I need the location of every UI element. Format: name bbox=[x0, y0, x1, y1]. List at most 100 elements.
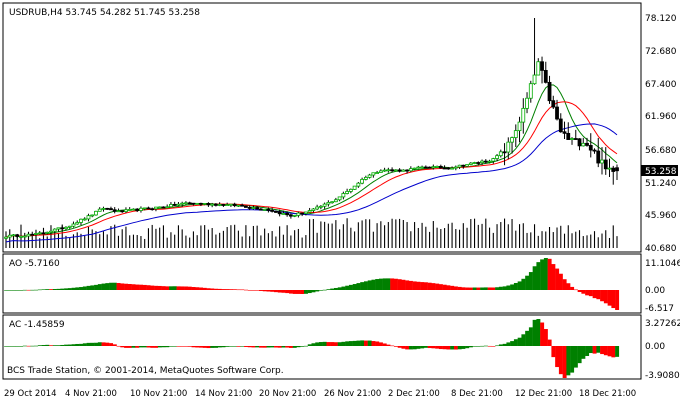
candle-body bbox=[536, 61, 541, 76]
ao-bar bbox=[453, 286, 458, 290]
ac-panel[interactable]: AC -1.45859 3.27262 0.00 -3.90806 BCS Tr… bbox=[2, 314, 680, 381]
price-label: 56.680 bbox=[645, 146, 677, 156]
candle bbox=[532, 18, 537, 85]
ao-bar bbox=[431, 283, 436, 290]
candle-body bbox=[525, 97, 529, 109]
candle bbox=[64, 226, 68, 231]
candle-body bbox=[251, 207, 256, 209]
candle-body bbox=[26, 233, 31, 237]
ac-bar bbox=[184, 346, 189, 347]
ac-bar bbox=[71, 344, 76, 346]
candle bbox=[446, 166, 451, 170]
candle bbox=[135, 208, 140, 213]
ac-bar bbox=[60, 344, 65, 346]
candle bbox=[611, 165, 616, 185]
time-axis: 29 Oct 2014 4 Nov 21:00 10 Nov 21:00 14 … bbox=[4, 389, 636, 399]
ac-bar bbox=[86, 342, 91, 346]
ao-bar bbox=[109, 282, 114, 290]
ac-bar bbox=[300, 346, 305, 347]
ac-bar bbox=[438, 346, 443, 350]
ac-bar bbox=[22, 345, 27, 347]
candle bbox=[412, 167, 417, 171]
candle bbox=[19, 235, 23, 239]
ao-axis-label: 11.1046 bbox=[645, 259, 680, 269]
ao-bar bbox=[251, 290, 256, 291]
ac-bar bbox=[79, 343, 84, 346]
ao-bar bbox=[468, 287, 473, 290]
candle bbox=[577, 138, 582, 151]
volume-bars bbox=[5, 218, 618, 248]
ac-bar bbox=[431, 346, 436, 349]
candle bbox=[495, 154, 499, 162]
ao-bar bbox=[438, 284, 443, 290]
ma-slow-line bbox=[5, 123, 618, 243]
candle-body bbox=[184, 202, 188, 205]
price-label: 61.960 bbox=[645, 112, 677, 122]
candle bbox=[502, 143, 507, 166]
candle bbox=[386, 167, 391, 173]
time-label: 10 Nov 21:00 bbox=[130, 389, 187, 399]
ac-bar bbox=[506, 342, 511, 346]
candle-body bbox=[206, 203, 211, 206]
ac-bar bbox=[532, 319, 537, 346]
ao-bar bbox=[476, 287, 481, 290]
candle bbox=[273, 210, 278, 213]
ac-bar bbox=[502, 343, 507, 346]
candle bbox=[356, 181, 361, 188]
candle-body bbox=[270, 209, 275, 212]
candle bbox=[288, 213, 293, 219]
price-label: 51.240 bbox=[645, 179, 677, 189]
candle bbox=[49, 229, 53, 235]
candle bbox=[333, 197, 338, 203]
candle bbox=[315, 204, 320, 211]
candle-body bbox=[431, 166, 436, 169]
candle-body bbox=[240, 204, 245, 207]
ao-bar bbox=[22, 289, 27, 291]
ac-bar bbox=[7, 346, 12, 347]
candle bbox=[303, 211, 308, 216]
candle bbox=[285, 211, 290, 217]
ac-bar bbox=[135, 346, 140, 348]
candle bbox=[506, 137, 511, 160]
ao-bar bbox=[405, 280, 410, 290]
ac-bar bbox=[277, 346, 282, 348]
candle-body bbox=[397, 169, 402, 172]
candle-body bbox=[333, 199, 338, 203]
candle bbox=[187, 201, 192, 205]
ac-bar bbox=[360, 340, 365, 346]
ac-bar bbox=[570, 346, 575, 373]
ac-bar bbox=[525, 330, 530, 346]
candle-body bbox=[244, 205, 248, 208]
candle-body bbox=[135, 208, 140, 211]
candle-body bbox=[615, 167, 619, 172]
ao-bar bbox=[180, 286, 185, 290]
ac-bar bbox=[270, 346, 275, 348]
ao-bar bbox=[150, 285, 155, 290]
ao-panel[interactable]: AO -5.7160 11.1046 0.00 -6.517 bbox=[2, 253, 680, 314]
ac-bar bbox=[34, 345, 39, 347]
ac-bar bbox=[274, 346, 278, 348]
candle bbox=[180, 201, 185, 207]
candle-body bbox=[34, 233, 38, 235]
candle-body bbox=[513, 130, 518, 139]
candle-body bbox=[491, 158, 496, 162]
ac-bar bbox=[146, 346, 151, 348]
ac-bar bbox=[416, 346, 421, 349]
ac-bar bbox=[259, 346, 263, 348]
ac-bar bbox=[307, 344, 312, 346]
moving-averages bbox=[5, 84, 618, 243]
ao-bar bbox=[555, 268, 560, 290]
candle bbox=[476, 161, 481, 166]
ao-bar bbox=[281, 290, 286, 293]
candle bbox=[498, 149, 503, 158]
candle-body bbox=[142, 207, 147, 210]
candle-body bbox=[566, 132, 571, 140]
candle-body bbox=[214, 203, 218, 206]
ac-bar bbox=[517, 337, 522, 346]
candle-body bbox=[127, 209, 132, 211]
candle-body bbox=[311, 208, 316, 211]
ao-bar bbox=[199, 287, 203, 290]
ao-bar bbox=[532, 266, 537, 290]
price-panel[interactable]: USDRUB,H4 53.745 54.282 51.745 53.258 78… bbox=[2, 2, 678, 254]
